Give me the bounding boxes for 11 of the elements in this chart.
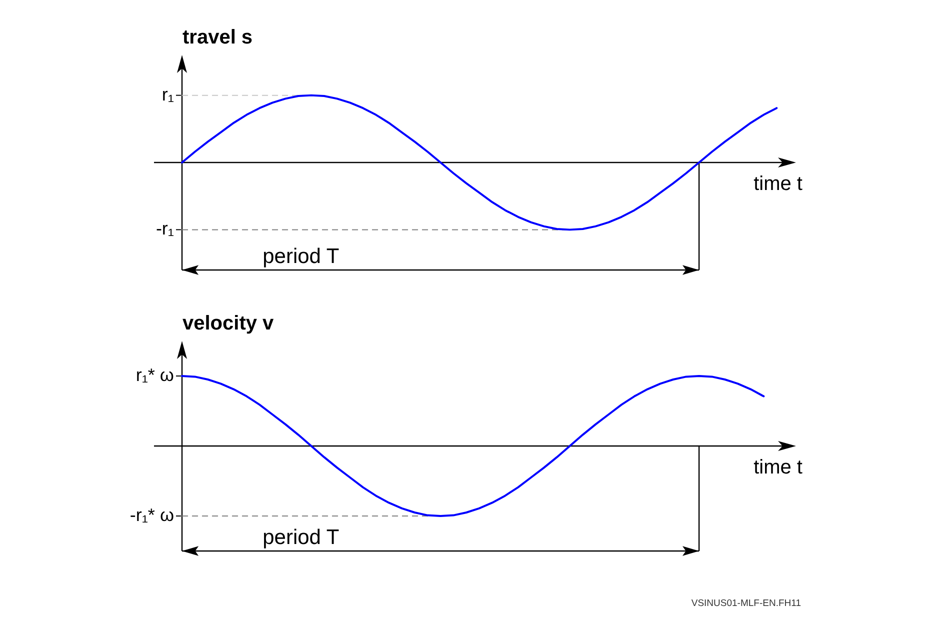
text: period T [262,526,340,549]
y-axis-title: velocity v [182,312,275,334]
text: period T [262,245,340,268]
x-axis-title: time t [754,456,803,478]
y-axis-title: travel s [182,26,253,48]
ref-line-label: r₁* ω [136,365,174,385]
x-axis-title: time t [754,173,803,195]
ref-line-label: -r₁ [156,218,174,239]
ref-line-label: r₁ [162,84,174,104]
text: VSINUS01-MLF-EN.FH11 [691,598,801,609]
ref-line-label: -r₁* ω [130,505,174,525]
